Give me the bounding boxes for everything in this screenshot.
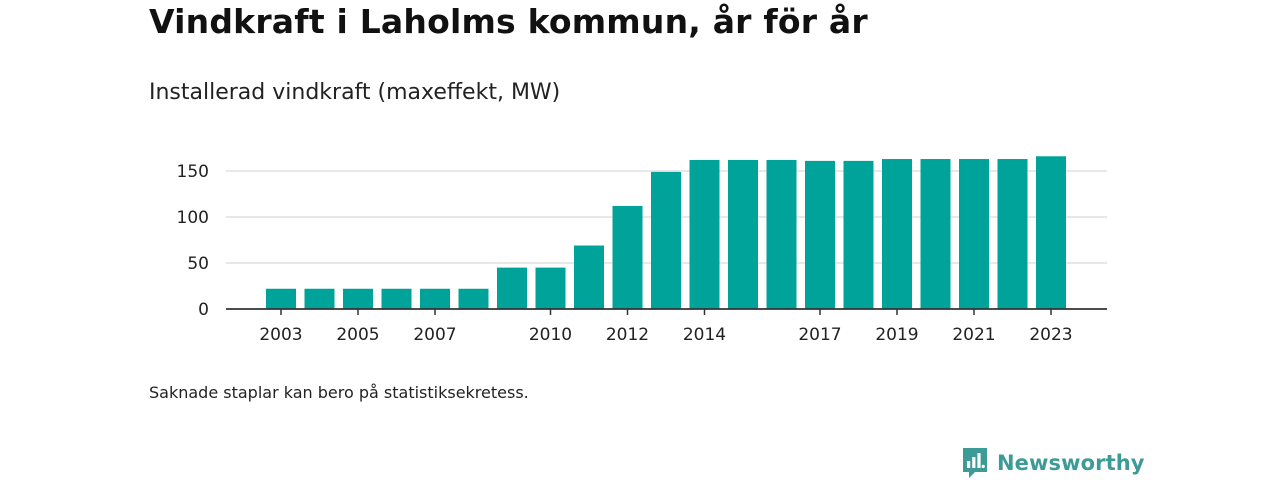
x-tick-label: 2003 (259, 325, 302, 345)
newsworthy-brand: Newsworthy (961, 446, 1145, 480)
x-tick-label: 2010 (529, 325, 572, 345)
bar-2003 (266, 288, 296, 309)
bar-2013 (651, 171, 681, 309)
bar-2004 (304, 288, 335, 309)
x-tick-label: 2005 (336, 325, 379, 345)
brand-name: Newsworthy (997, 451, 1145, 475)
bar-2010 (535, 267, 566, 309)
bar-2016 (766, 159, 797, 309)
bar-2021 (959, 159, 989, 309)
bar-2012 (612, 205, 643, 309)
tick-labels: 0 50 100 150 2003 2005 2007 2010 2012 2014 2017 201… (177, 162, 1073, 345)
bar-2020 (920, 159, 951, 309)
bar-2018 (843, 160, 874, 309)
bar-2014 (689, 159, 720, 309)
x-tick-label: 2017 (798, 325, 841, 345)
x-tick-label: 2023 (1029, 325, 1072, 345)
y-tick-label: 100 (177, 208, 209, 228)
x-tick-label: 2021 (952, 325, 995, 345)
bar-2005 (343, 288, 373, 309)
chart-title: Vindkraft i Laholms kommun, år för år (149, 2, 868, 41)
y-tick-label: 0 (198, 300, 209, 320)
bar-2023 (1036, 156, 1066, 309)
bar-2008 (458, 288, 489, 309)
x-tick-label: 2019 (875, 325, 918, 345)
bar-2007 (420, 288, 450, 309)
newsworthy-logo-icon (963, 448, 987, 478)
bar-2017 (805, 160, 835, 309)
bar-2019 (882, 159, 912, 309)
y-tick-label: 50 (187, 254, 209, 274)
chart-subtitle: Installerad vindkraft (maxeffekt, MW) (149, 80, 561, 105)
y-tick-label: 150 (177, 162, 209, 182)
footnote: Saknade staplar kan bero på statistiksek… (149, 383, 529, 402)
bar-chart: 0 50 100 150 2003 2005 2007 2010 2012 2014 2017 201… (177, 156, 1107, 345)
axes (226, 308, 1107, 315)
x-tick-label: 2014 (683, 325, 726, 345)
bar-2022 (997, 159, 1028, 309)
bars (266, 156, 1066, 309)
bar-2009 (497, 267, 527, 309)
bar-2006 (381, 288, 412, 309)
bar-2011 (574, 245, 604, 309)
x-tick-label: 2007 (413, 325, 456, 345)
x-tick-label: 2012 (606, 325, 649, 345)
bar-2015 (728, 159, 758, 309)
